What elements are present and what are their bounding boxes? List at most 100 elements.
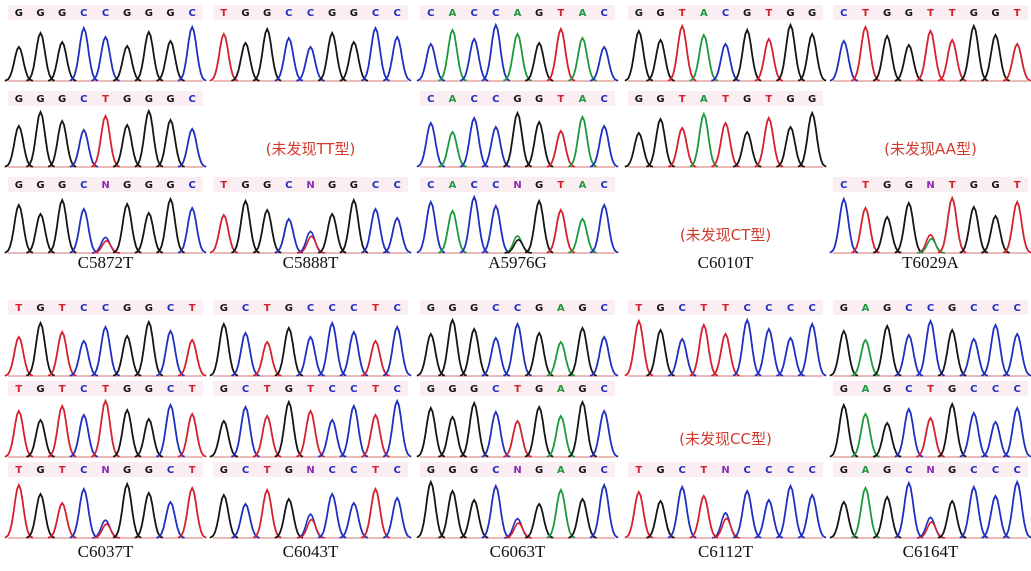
base-letter: G: [883, 180, 891, 191]
base-letter: T: [765, 94, 772, 105]
peak: [1002, 479, 1031, 539]
base-letter: G: [840, 303, 848, 314]
base-letter: C: [307, 8, 314, 19]
note: (未发现TT型): [266, 140, 356, 158]
trace-area: [213, 315, 408, 378]
base-letter: G: [535, 384, 543, 395]
base-strip: [213, 177, 408, 192]
base-letter: G: [743, 8, 751, 19]
base-letter: G: [743, 94, 751, 105]
peak: [339, 40, 369, 82]
peak: [47, 501, 77, 539]
peak: [546, 487, 576, 539]
base-letter: G: [905, 8, 913, 19]
base-letter: G: [808, 94, 816, 105]
base-letter: C: [600, 465, 607, 476]
peak: [317, 492, 347, 539]
base-letter: G: [427, 465, 435, 476]
base-letter: A: [579, 8, 587, 19]
base-letter: G: [145, 384, 153, 395]
peak: [851, 206, 880, 254]
peak: [624, 28, 654, 82]
peak: [209, 493, 239, 539]
base-letter: T: [862, 180, 869, 191]
base-letter: G: [656, 303, 664, 314]
peak: [112, 123, 142, 168]
base-letter: N: [101, 180, 109, 191]
peak: [26, 30, 55, 82]
base-strip: [833, 381, 1028, 396]
base-letter: C: [328, 384, 335, 395]
base-letter: C: [188, 94, 195, 105]
peak: [156, 196, 185, 254]
trace-area: [628, 106, 823, 169]
base-letter: C: [492, 8, 499, 19]
peak: [689, 494, 719, 539]
base-letter: T: [189, 384, 196, 395]
base-letter: T: [59, 384, 66, 395]
base-letter: A: [557, 303, 565, 314]
peak: [872, 33, 902, 82]
peak: [851, 412, 880, 458]
peak: [134, 29, 164, 82]
peak: [851, 338, 880, 377]
base-letter: C: [765, 303, 772, 314]
base-letter: C: [765, 465, 772, 476]
base-strip: [833, 177, 1028, 192]
base-strip: [833, 5, 1028, 20]
peak: [91, 113, 120, 168]
base-letter: G: [883, 303, 891, 314]
peak: [1002, 42, 1031, 82]
peak: [916, 318, 945, 377]
base-letter: G: [948, 465, 956, 476]
mutation-label: A5976G: [488, 253, 547, 272]
base-letter: T: [264, 465, 271, 476]
base-letter: G: [786, 94, 794, 105]
peak: [872, 421, 902, 458]
peak: [732, 317, 762, 377]
peak: [296, 45, 325, 82]
peak: [416, 479, 446, 539]
base-letter: T: [557, 8, 564, 19]
base-letter: G: [263, 8, 271, 19]
base-letter: G: [970, 180, 978, 191]
base-letter: G: [578, 384, 586, 395]
base-letter: G: [656, 465, 664, 476]
peak: [894, 406, 924, 458]
base-strip: [420, 5, 615, 20]
peak: [872, 323, 902, 377]
peak: [47, 330, 77, 377]
peak: [689, 322, 719, 377]
base-letter: G: [36, 465, 44, 476]
peak: [776, 336, 805, 377]
base-letter: G: [58, 180, 66, 191]
base-letter: A: [862, 384, 870, 395]
base-strip: [8, 91, 203, 106]
base-letter: T: [102, 384, 109, 395]
base-letter: T: [862, 8, 869, 19]
base-letter: A: [579, 180, 587, 191]
base-letter: C: [492, 303, 499, 314]
peak: [91, 324, 120, 377]
base-strip: [628, 462, 823, 477]
base-letter: G: [840, 384, 848, 395]
peak: [252, 208, 282, 254]
peak: [1002, 405, 1031, 458]
peak: [69, 339, 99, 377]
peak: [894, 480, 924, 539]
base-letter: T: [189, 465, 196, 476]
trace-area: [628, 315, 823, 378]
base-strip: [628, 300, 823, 315]
base-letter: T: [15, 384, 22, 395]
base-letter: N: [306, 180, 314, 191]
base-letter: G: [123, 180, 131, 191]
base-strip: [213, 300, 408, 315]
base-letter: G: [350, 180, 358, 191]
base-letter: C: [1013, 384, 1020, 395]
base-letter: C: [470, 8, 477, 19]
base-strip: [213, 462, 408, 477]
peak: [274, 36, 304, 82]
base-letter: G: [36, 303, 44, 314]
